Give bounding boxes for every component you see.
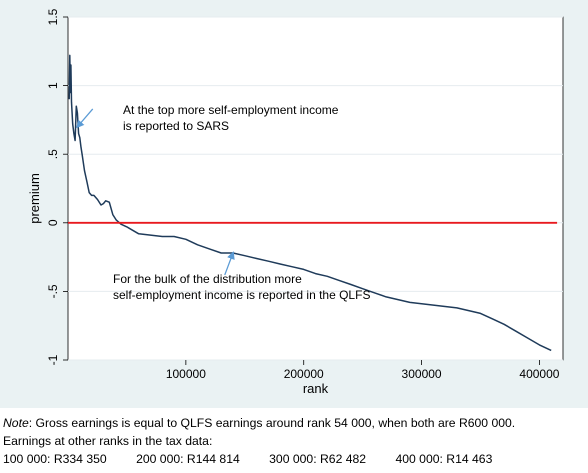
tax-value-400000: 400 000: R14 463 xyxy=(395,452,493,466)
annotation-arrow xyxy=(76,108,94,129)
note-label: Note xyxy=(3,416,29,430)
note-line-2: Earnings at other ranks in the tax data: xyxy=(3,434,213,448)
annotation-text: is reported to SARS xyxy=(123,119,229,133)
tax-values-row: 100 000: R334 350 200 000: R144 814 300 … xyxy=(3,450,587,468)
series-group xyxy=(68,54,558,352)
annotations: At the top more self-employment income is… xyxy=(76,103,370,302)
y-tick-label: 1.5 xyxy=(46,8,60,25)
x-tick-label: 300000 xyxy=(402,367,442,381)
annotation-arrow xyxy=(224,251,235,276)
chart-note: Note: Gross earnings is equal to QLFS ea… xyxy=(3,414,587,468)
plot-background xyxy=(67,16,564,361)
y-tick-label: 0 xyxy=(46,219,60,226)
note-line-1: Note: Gross earnings is equal to QLFS ea… xyxy=(3,414,587,432)
y-tick-label: -1 xyxy=(46,354,60,365)
annotation-text: For the bulk of the distribution more xyxy=(113,272,302,286)
y-tick-label: -.5 xyxy=(46,284,60,298)
tax-value-100000: 100 000: R334 350 xyxy=(3,452,107,466)
annotation-text: At the top more self-employment income xyxy=(123,103,339,117)
chart-area: -1 -.5 0 .5 1 1.5 100000 200000 300000 400000 At… xyxy=(0,0,588,408)
x-tick-label: 400000 xyxy=(519,367,559,381)
annotation-text: self-employment income is reported in th… xyxy=(113,288,370,302)
line-chart: -1 -.5 0 .5 1 1.5 100000 200000 300000 400000 At… xyxy=(27,8,564,396)
y-tick-label: 1 xyxy=(46,82,60,89)
tax-value-200000: 200 000: R144 814 xyxy=(136,452,240,466)
premium-series-line xyxy=(68,54,552,352)
x-tick-label: 200000 xyxy=(284,367,324,381)
x-axis-title: rank xyxy=(303,381,329,396)
y-axis-title: premium xyxy=(27,173,42,224)
tax-value-300000: 300 000: R62 482 xyxy=(269,452,367,466)
note-text: : Gross earnings is equal to QLFS earnin… xyxy=(28,416,516,430)
x-axis-ticks: 100000 200000 300000 400000 xyxy=(166,360,560,381)
y-axis-ticks: -1 -.5 0 .5 1 1.5 xyxy=(46,8,68,365)
y-tick-label: .5 xyxy=(46,149,60,159)
x-tick-label: 100000 xyxy=(166,367,206,381)
